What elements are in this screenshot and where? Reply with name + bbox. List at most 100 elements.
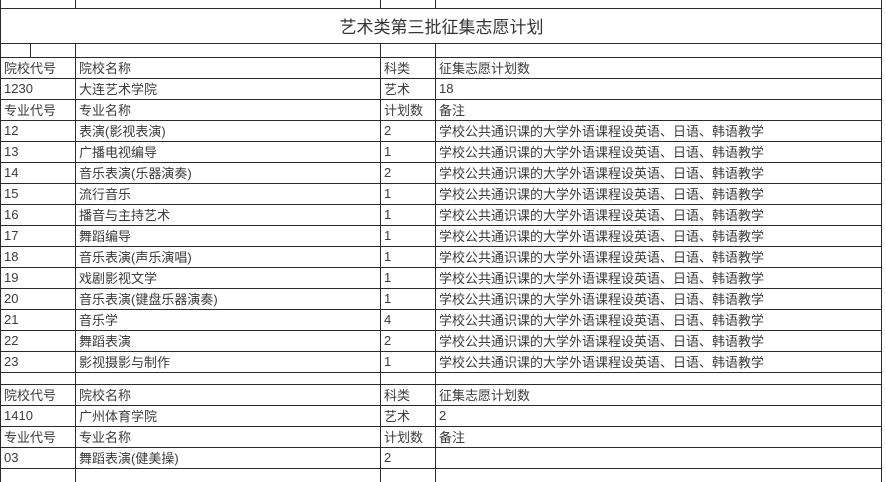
major-code-cell: 19 [0,266,76,289]
major-row: 19 戏剧影视文学 1 学校公共通识课的大学外语课程设英语、日语、韩语教学 [0,266,882,289]
major-code-cell: 18 [0,245,76,268]
major-name-cell: 表演(影视表演) [75,119,381,142]
major-name-cell: 舞蹈表演(健美操) [75,446,381,469]
major-code-cell: 12 [0,119,76,142]
remark-header: 备注 [435,425,882,448]
count-header: 计划数 [380,98,436,121]
major-row: 23 影视摄影与制作 1 学校公共通识课的大学外语课程设英语、日语、韩语教学 [0,350,882,373]
major-code-cell: 03 [0,446,76,469]
major-name-cell: 舞蹈表演 [75,329,381,352]
major-remark-cell: 学校公共通识课的大学外语课程设英语、日语、韩语教学 [435,287,882,310]
major-count-cell: 1 [380,245,436,268]
table-bottom-fragment [0,467,882,482]
partial-row [0,0,882,9]
category-cell: 艺术 [380,77,436,100]
college-header-row: 院校代号 院校名称 科类 征集志愿计划数 [0,383,882,406]
major-name-cell: 音乐学 [75,308,381,331]
major-remark-cell [435,446,882,469]
major-count-cell: 2 [380,161,436,184]
grid-cell [435,371,882,385]
college-code-header: 院校代号 [0,56,76,79]
major-name-cell: 音乐表演(声乐演唱) [75,245,381,268]
grid-cell [30,42,76,58]
major-count-cell: 1 [380,182,436,205]
major-remark-cell: 学校公共通识课的大学外语课程设英语、日语、韩语教学 [435,329,882,352]
grid-cell [380,42,436,58]
major-count-cell: 1 [380,350,436,373]
major-name-cell: 广播电视编导 [75,140,381,163]
category-cell: 艺术 [380,404,436,427]
major-row: 18 音乐表演(声乐演唱) 1 学校公共通识课的大学外语课程设英语、日语、韩语教学 [0,245,882,268]
major-name-cell: 戏剧影视文学 [75,266,381,289]
grid-cell [0,371,76,385]
major-remark-cell: 学校公共通识课的大学外语课程设英语、日语、韩语教学 [435,140,882,163]
major-row: 21 音乐学 4 学校公共通识课的大学外语课程设英语、日语、韩语教学 [0,308,882,331]
grid-cell [75,0,381,9]
major-count-cell: 1 [380,266,436,289]
grid-cell [75,371,381,385]
major-row: 13 广播电视编导 1 学校公共通识课的大学外语课程设英语、日语、韩语教学 [0,140,882,163]
college-row: 1410 广州体育学院 艺术 2 [0,404,882,427]
title-row: 艺术类第三批征集志愿计划 [0,7,882,44]
college-header-row: 院校代号 院校名称 科类 征集志愿计划数 [0,56,882,79]
major-name-cell: 流行音乐 [75,182,381,205]
grid-cell [380,467,436,482]
major-count-cell: 1 [380,203,436,226]
major-name-cell: 音乐表演(键盘乐器演奏) [75,287,381,310]
major-remark-cell: 学校公共通识课的大学外语课程设英语、日语、韩语教学 [435,182,882,205]
college-code-header: 院校代号 [0,383,76,406]
section-divider [0,371,882,385]
major-count-cell: 1 [380,224,436,247]
major-remark-cell: 学校公共通识课的大学外语课程设英语、日语、韩语教学 [435,308,882,331]
college-name-header: 院校名称 [75,56,381,79]
major-name-header: 专业名称 [75,98,381,121]
major-remark-cell: 学校公共通识课的大学外语课程设英语、日语、韩语教学 [435,203,882,226]
major-code-cell: 15 [0,182,76,205]
college-name-header: 院校名称 [75,383,381,406]
major-name-header: 专业名称 [75,425,381,448]
grid-cell [0,42,31,58]
grid-cell [0,0,76,9]
major-remark-cell: 学校公共通识课的大学外语课程设英语、日语、韩语教学 [435,119,882,142]
grid-cell [435,467,882,482]
category-header: 科类 [380,383,436,406]
major-code-header: 专业代号 [0,98,76,121]
plan-count-cell: 2 [435,404,882,427]
grid-cell [380,0,436,9]
grid-cell [75,467,381,482]
section-2-major-rows: 03 舞蹈表演(健美操) 2 [0,446,882,469]
major-code-cell: 21 [0,308,76,331]
college-code-cell: 1230 [0,77,76,100]
major-name-cell: 影视摄影与制作 [75,350,381,373]
spacer-row [0,371,882,385]
major-name-cell: 音乐表演(乐器演奏) [75,161,381,184]
major-code-cell: 13 [0,140,76,163]
major-code-cell: 22 [0,329,76,352]
major-count-cell: 2 [380,446,436,469]
college-name-cell: 大连艺术学院 [75,77,381,100]
major-row: 15 流行音乐 1 学校公共通识课的大学外语课程设英语、日语、韩语教学 [0,182,882,205]
remark-header: 备注 [435,98,882,121]
major-row: 20 音乐表演(键盘乐器演奏) 1 学校公共通识课的大学外语课程设英语、日语、韩语教学 [0,287,882,310]
section-2-college-block: 院校代号 院校名称 科类 征集志愿计划数 1410 广州体育学院 艺术 2 专业… [0,383,882,448]
major-count-cell: 2 [380,119,436,142]
major-count-cell: 1 [380,140,436,163]
major-remark-cell: 学校公共通识课的大学外语课程设英语、日语、韩语教学 [435,224,882,247]
major-name-cell: 舞蹈编导 [75,224,381,247]
grid-cell [435,42,882,58]
grid-cell [380,371,436,385]
major-row: 16 播音与主持艺术 1 学校公共通识课的大学外语课程设英语、日语、韩语教学 [0,203,882,226]
spacer-row [0,42,882,58]
major-code-cell: 16 [0,203,76,226]
plan-count-header: 征集志愿计划数 [435,383,882,406]
major-header-row: 专业代号 专业名称 计划数 备注 [0,98,882,121]
section-1-college-block: 院校代号 院校名称 科类 征集志愿计划数 1230 大连艺术学院 艺术 18 专… [0,56,882,121]
plan-count-cell: 18 [435,77,882,100]
major-code-cell: 14 [0,161,76,184]
major-row: 03 舞蹈表演(健美操) 2 [0,446,882,469]
major-remark-cell: 学校公共通识课的大学外语课程设英语、日语、韩语教学 [435,245,882,268]
college-code-cell: 1410 [0,404,76,427]
major-header-row: 专业代号 专业名称 计划数 备注 [0,425,882,448]
major-row: 12 表演(影视表演) 2 学校公共通识课的大学外语课程设英语、日语、韩语教学 [0,119,882,142]
